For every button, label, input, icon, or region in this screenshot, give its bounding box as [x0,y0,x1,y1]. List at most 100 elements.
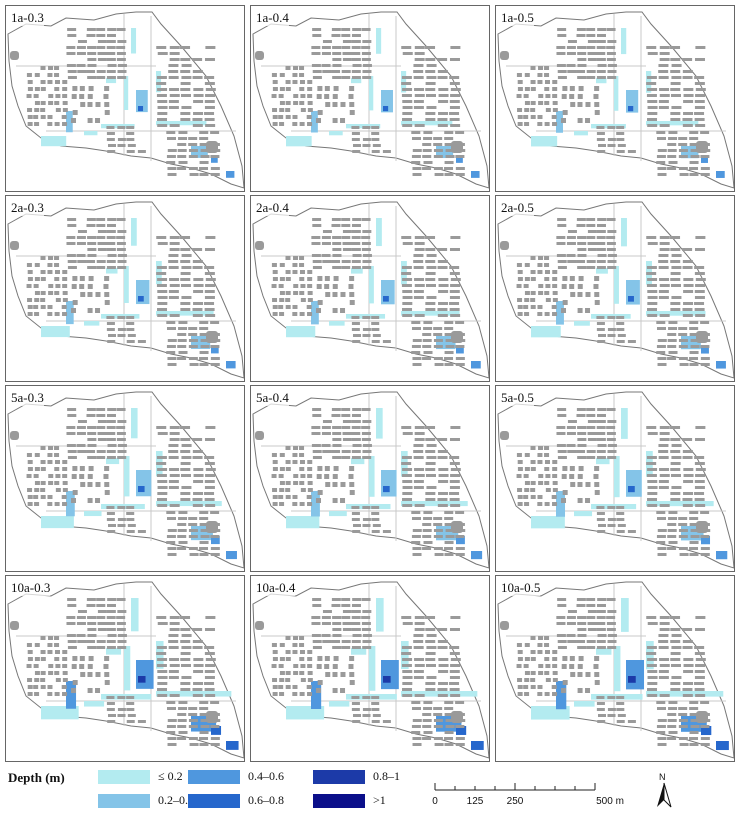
building [72,86,78,91]
building [689,327,699,330]
building [616,708,625,711]
building [449,670,460,673]
building [62,298,68,302]
building [62,284,68,288]
building [552,692,558,696]
building [189,553,199,556]
building [422,339,432,342]
building [351,58,361,61]
building [180,46,191,49]
building [47,270,53,274]
building [668,707,678,710]
building [62,101,68,105]
building [97,230,107,233]
building [351,450,361,453]
building [670,82,681,85]
building [596,138,605,141]
building [157,88,168,91]
building [66,236,76,239]
building [292,80,298,84]
building [437,70,448,73]
building [659,314,670,317]
building [616,696,625,699]
building [401,236,412,239]
building [607,708,616,711]
building [349,466,355,471]
building [517,502,523,506]
building [87,242,97,245]
building [204,112,215,115]
building [695,426,706,429]
building [86,28,96,31]
building [450,124,461,127]
building [545,678,551,682]
building [95,292,101,297]
flood-patch [311,301,319,325]
building [193,302,204,305]
building [444,167,454,170]
flood-patch [136,470,152,497]
building [538,446,544,450]
building [292,650,298,654]
building [668,137,678,140]
flood-patch [716,171,725,178]
building [341,218,351,221]
flood-patch [66,491,75,517]
building [71,284,77,289]
building [517,692,523,696]
building [331,34,341,37]
building [667,339,677,342]
building [316,688,322,693]
building [682,640,693,643]
building [659,88,670,91]
building [423,701,433,704]
building [445,155,455,158]
building [578,276,584,281]
building [351,132,360,135]
building [437,58,448,61]
building [596,628,606,631]
building [67,456,77,459]
building [34,298,40,302]
map-panel: 2a-0.4 [250,195,490,382]
building [552,474,558,478]
building [422,713,432,716]
flood-patch [556,301,564,325]
building [678,725,688,728]
building [656,351,666,354]
building [577,52,587,55]
building [96,640,106,643]
building [299,502,305,506]
building [27,87,33,91]
building [606,598,616,601]
building [689,167,699,170]
building [402,480,413,483]
flood-patch [628,486,635,493]
building [97,420,107,423]
building [413,486,424,489]
building [79,474,85,479]
building [587,230,597,233]
building [351,328,360,331]
building [647,106,658,109]
large-building [255,621,264,630]
building [412,719,422,722]
building [402,100,413,103]
building [412,339,422,342]
building [200,155,210,158]
building [426,456,437,459]
building [587,52,597,55]
building [700,321,710,324]
building [700,173,710,176]
building [349,102,355,107]
building [437,450,448,453]
building [341,46,351,49]
building [402,308,413,311]
building [683,492,694,495]
building [87,498,93,503]
building [316,94,322,99]
building [307,488,313,492]
building [423,541,433,544]
building [279,657,285,661]
building [537,115,543,119]
